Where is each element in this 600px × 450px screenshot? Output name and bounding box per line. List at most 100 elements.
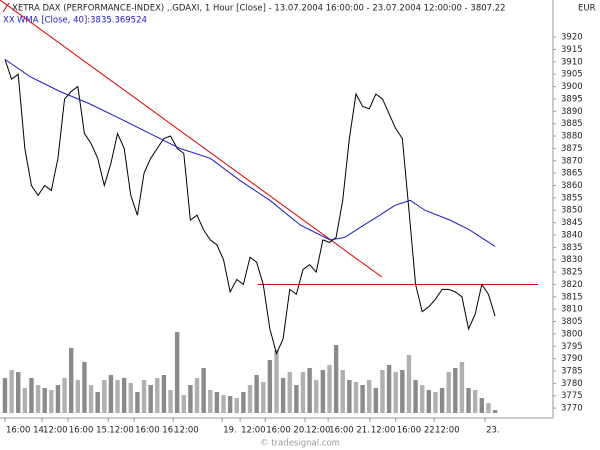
y-tick-label: 3880 <box>561 132 583 142</box>
y-tick-label: 3870 <box>561 156 583 166</box>
volume-bar <box>393 372 398 413</box>
y-tick-label: 3795 <box>561 342 583 352</box>
volume-bar <box>486 403 491 413</box>
volume-bar <box>188 385 193 413</box>
x-tick-label: 16:00 22. <box>397 426 438 436</box>
volume-bar <box>161 375 167 413</box>
volume-bar <box>121 378 127 413</box>
volume-bar <box>68 348 74 413</box>
volume-bar <box>307 368 312 413</box>
volume-bar <box>327 365 332 413</box>
volume-bar <box>29 378 34 413</box>
x-tick-label: 12:00 <box>43 426 68 436</box>
volume-bar <box>274 350 279 413</box>
x-tick-label: 16:00 21. <box>329 426 370 436</box>
volume-bar <box>380 370 385 413</box>
volume-bar <box>201 368 206 413</box>
y-tick-label: 3830 <box>561 255 583 265</box>
y-tick-label: 3775 <box>561 391 583 401</box>
volume-bar <box>373 388 379 413</box>
volume-bar <box>314 380 319 413</box>
volume-bar <box>62 378 67 413</box>
x-tick-label: 12:00 <box>435 426 460 436</box>
volume-bar <box>247 385 253 413</box>
volume-bar <box>300 372 306 413</box>
volume-bar <box>35 385 41 413</box>
volume-bar <box>141 380 147 413</box>
x-tick-label: 16:00 16. <box>135 426 176 436</box>
y-tick-label: 3840 <box>561 230 583 240</box>
volume-bar <box>108 375 114 413</box>
volume-bar <box>227 396 233 413</box>
x-tick-label: 12:00 <box>109 426 134 436</box>
chart-title: XETRA DAX (PERFORMANCE-INDEX) ,.GDAXI, 1… <box>12 4 506 14</box>
volume-bar <box>459 362 465 413</box>
y-tick-label: 3885 <box>561 119 583 129</box>
volume-bar <box>42 388 47 413</box>
x-tick-label: 16:00 15. <box>69 426 110 436</box>
y-tick-label: 3825 <box>561 268 583 278</box>
x-tick-label: 12:00 <box>174 426 199 436</box>
volume-bar <box>294 385 299 413</box>
volume-bar <box>128 383 133 413</box>
y-tick-label: 3900 <box>561 82 583 92</box>
y-tick-label: 3805 <box>561 317 583 327</box>
watermark: © tradesignal.com <box>260 439 340 449</box>
volume-bar <box>221 395 226 413</box>
volume-bar <box>55 385 61 413</box>
volume-bar <box>168 390 173 413</box>
volume-bar <box>492 410 498 413</box>
x-tick-label: 23. <box>486 426 500 436</box>
volume-bar <box>102 380 107 413</box>
trendline <box>0 0 383 278</box>
y-tick-label: 3865 <box>561 169 583 179</box>
x-tick-label: 12:00 <box>306 426 331 436</box>
y-tick-label: 3875 <box>561 144 583 154</box>
volume-bar <box>413 380 418 413</box>
volume-bar <box>400 370 405 413</box>
volume-bar <box>433 392 438 413</box>
series-line <box>4 59 496 356</box>
series-line <box>4 58 496 247</box>
volume-bar <box>88 385 94 413</box>
volume-bar <box>181 395 186 413</box>
volume-bar <box>472 390 478 413</box>
volume-bar <box>194 378 200 413</box>
x-tick-label: 19. <box>223 426 237 436</box>
volume-bar <box>439 388 445 413</box>
x-tick-label: 16:00 14. <box>6 426 47 436</box>
volume-bar <box>420 385 425 413</box>
y-tick-label: 3905 <box>561 70 583 80</box>
volume-bar <box>479 398 485 413</box>
volume-bar <box>360 385 365 413</box>
volume-bar <box>347 380 352 413</box>
volume-bar <box>426 390 432 413</box>
currency-label: EUR <box>578 4 596 14</box>
volume-bar <box>446 372 451 413</box>
volume-bar <box>214 392 220 413</box>
volume-bar <box>174 332 180 413</box>
volume-bar <box>406 355 412 413</box>
volume-bar <box>22 388 28 413</box>
volume-bar <box>287 372 292 413</box>
volume-bar <box>9 370 14 413</box>
y-tick-label: 3820 <box>561 280 583 290</box>
y-tick-label: 3890 <box>561 107 583 117</box>
volume-bar <box>95 392 100 413</box>
volume-bar <box>16 372 21 413</box>
y-tick-label: 3790 <box>561 354 583 364</box>
y-tick-label: 3850 <box>561 206 583 216</box>
volume-bar <box>82 362 87 413</box>
y-tick-label: 3910 <box>561 57 583 67</box>
volume-bar <box>367 380 372 413</box>
x-tick-label: 12:00 <box>241 426 265 436</box>
y-tick-label: 3780 <box>561 379 583 389</box>
volume-bar <box>208 390 213 413</box>
y-tick-label: 3845 <box>561 218 583 228</box>
legend-entry: WMA [Close, 40]:3835.369524 <box>17 16 147 26</box>
volume-bar <box>75 380 81 413</box>
y-tick-label: 3815 <box>561 292 583 302</box>
volume-bar <box>49 390 54 413</box>
